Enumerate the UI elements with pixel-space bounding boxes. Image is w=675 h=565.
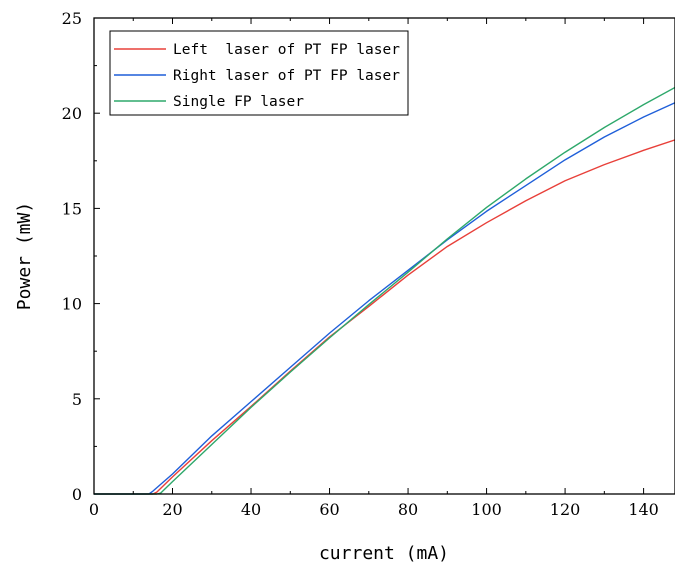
legend-label-2: Single FP laser <box>173 94 304 110</box>
y-axis-label: Power (mW) <box>14 202 35 310</box>
legend-label-1: Right laser of PT FP laser <box>173 68 400 84</box>
x-tick-label-5: 100 <box>471 500 502 519</box>
y-tick-label-5: 25 <box>62 9 82 28</box>
legend-label-0: Left laser of PT FP laser <box>173 42 400 58</box>
axes-layer: 0 20 40 60 80 100 120 140 0 5 10 15 20 25 <box>62 9 675 519</box>
x-tick-label-3: 60 <box>319 500 339 519</box>
x-tick-label-1: 20 <box>162 500 182 519</box>
x-tick-label-6: 120 <box>550 500 581 519</box>
series-layer <box>94 86 675 495</box>
series-line-0 <box>94 139 675 495</box>
series-line-2 <box>94 86 675 495</box>
x-axis-label: current (mA) <box>319 543 449 564</box>
x-tick-label-0: 0 <box>89 500 99 519</box>
y-tick-label-4: 20 <box>62 104 82 123</box>
series-line-1 <box>94 102 675 495</box>
legend: Left laser of PT FP laser Right laser of … <box>109 30 409 116</box>
y-tick-label-0: 0 <box>72 485 82 504</box>
x-tick-label-7: 140 <box>628 500 659 519</box>
y-tick-label-2: 10 <box>62 295 82 314</box>
x-tick-label-2: 40 <box>241 500 261 519</box>
y-tick-label-1: 5 <box>72 390 82 409</box>
x-tick-label-4: 80 <box>398 500 418 519</box>
y-tick-label-3: 15 <box>62 199 82 218</box>
